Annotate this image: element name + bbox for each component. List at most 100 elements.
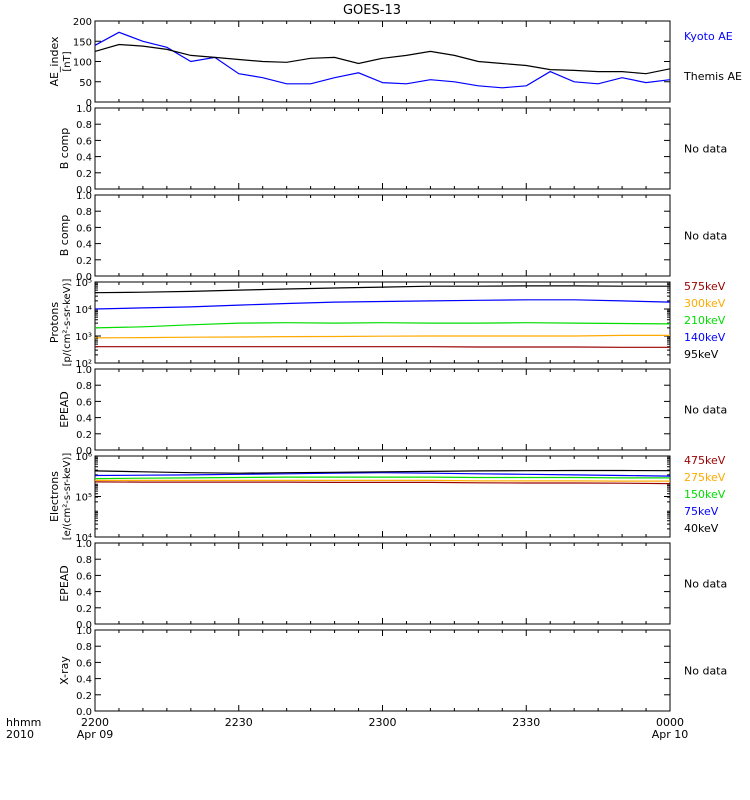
y-tick-label: 100 (73, 58, 92, 69)
y-axis-label: Electrons (48, 471, 61, 522)
y-axis-label: [p/(cm²-s-sr-keV)] (62, 279, 73, 367)
legend-label: 210keV (684, 314, 726, 327)
y-tick-label: 10⁴ (75, 533, 92, 544)
no-data-label: No data (684, 578, 727, 591)
y-tick-label: 0.2 (76, 169, 92, 180)
y-axis-label: [nT] (62, 51, 73, 71)
panels-group: 0 50 100 150 200 AE_index [nT] Kyoto AE Themis A… (48, 17, 742, 718)
series-line-kyoto-ae (94, 31, 671, 89)
panel-frame (94, 107, 671, 190)
panel-frame (94, 194, 671, 277)
y-axis-label: AE_index (48, 36, 61, 87)
series-line-75kev (94, 472, 671, 477)
y-tick-label: 0.2 (76, 430, 92, 441)
time-tick-label: 2200 (81, 716, 109, 729)
y-tick-label: 0.2 (76, 256, 92, 267)
panel-frame (94, 629, 671, 712)
legend-label: 75keV (684, 505, 719, 518)
y-tick-label: 0.8 (76, 207, 92, 218)
series-line-40kev (94, 469, 671, 474)
y-tick-label: 0.4 (76, 675, 92, 686)
y-tick-label: 0.4 (76, 588, 92, 599)
y-tick-label: 10² (75, 359, 92, 370)
y-tick-label: 0.0 (76, 185, 92, 196)
panel-frame (94, 542, 671, 625)
y-axis-label: Protons (48, 302, 61, 343)
series-line-300kev (94, 334, 670, 339)
panel-frame (94, 20, 671, 103)
series-line-95kev (94, 285, 670, 294)
legend-label: 150keV (684, 488, 726, 501)
y-tick-label: 0.6 (76, 571, 92, 582)
y-tick-label: 10⁴ (75, 305, 92, 316)
y-axis-label: X-ray (58, 656, 71, 685)
panel-electrons: 10⁴ 10⁵ 10⁶ Electrons [e/(cm²-s-sr-keV)] 475k… (48, 452, 726, 544)
y-tick-label: 0 (86, 98, 92, 109)
y-tick-label: 1.0 (76, 104, 92, 115)
legend-label: 575keV (684, 280, 726, 293)
time-tick-label: 0000 (656, 716, 684, 729)
y-tick-label: 10⁵ (75, 493, 92, 504)
y-tick-label: 0.8 (76, 642, 92, 653)
y-tick-label: 0.8 (76, 555, 92, 566)
y-tick-label: 0.0 (76, 620, 92, 631)
panel-frame (94, 455, 671, 538)
panel-xray: 0.0 0.2 0.4 0.6 0.8 1.0 X-ray No data (58, 626, 727, 718)
y-tick-label: 0.6 (76, 397, 92, 408)
y-tick-label: 0.0 (76, 446, 92, 457)
series-line-themis-ae (94, 43, 671, 75)
y-tick-label: 200 (73, 17, 92, 28)
panel-bcomp2: 0.0 0.2 0.4 0.6 0.8 1.0 B comp No data (58, 191, 727, 283)
panel-epead1: 0.0 0.2 0.4 0.6 0.8 1.0 EPEAD No data (58, 365, 727, 457)
series-line-140kev (94, 299, 671, 310)
series-line-575kev (95, 346, 670, 348)
legend-label: 275keV (684, 471, 726, 484)
time-axis: hhmm 2010 2200 2230 2300 2330 0000 Apr 09 Apr … (6, 716, 688, 741)
panel-protons: 10² 10³ 10⁴ 10⁵ Protons [p/(cm²-s-sr-keV)] 575… (48, 278, 726, 370)
y-tick-label: 0.0 (76, 707, 92, 718)
legend-label: 300keV (684, 297, 726, 310)
legend-label: Kyoto AE (684, 30, 733, 43)
no-data-label: No data (684, 143, 727, 156)
y-axis-label: B comp (58, 215, 71, 257)
legend-label: 140keV (684, 331, 726, 344)
y-tick-label: 0.6 (76, 136, 92, 147)
year-label: 2010 (6, 728, 34, 741)
date-label-right: Apr 10 (652, 728, 689, 741)
no-data-label: No data (684, 665, 727, 678)
no-data-label: No data (684, 230, 727, 243)
y-tick-label: 0.4 (76, 414, 92, 425)
y-tick-label: 0.2 (76, 604, 92, 615)
series-line-210kev (94, 322, 671, 329)
panel-bcomp1: 0.0 0.2 0.4 0.6 0.8 1.0 B comp No data (58, 104, 727, 196)
time-tick-label: 2300 (369, 716, 397, 729)
panel-frame (94, 368, 671, 451)
y-tick-label: 0.4 (76, 240, 92, 251)
date-label-left: Apr 09 (77, 728, 114, 741)
y-tick-label: 50 (79, 78, 92, 89)
legend-label: Themis AE (683, 70, 742, 83)
series-line-475kev (94, 481, 671, 485)
series-line-150kev (94, 476, 670, 480)
y-tick-label: 10³ (75, 332, 92, 343)
y-axis-label: [e/(cm²-s-sr-keV)] (62, 453, 73, 541)
y-tick-label: 0.8 (76, 120, 92, 131)
no-data-label: No data (684, 404, 727, 417)
y-axis-label: B comp (58, 128, 71, 170)
panel-epead2: 0.0 0.2 0.4 0.6 0.8 1.0 EPEAD No data (58, 539, 727, 631)
y-tick-label: 0.4 (76, 153, 92, 164)
time-tick-label: 2330 (512, 716, 540, 729)
time-tick-label: 2230 (225, 716, 253, 729)
y-tick-label: 10⁵ (75, 278, 92, 289)
y-tick-label: 0.2 (76, 691, 92, 702)
y-tick-label: 1.0 (76, 365, 92, 376)
y-tick-label: 10⁶ (75, 452, 92, 463)
legend-label: 475keV (684, 454, 726, 467)
y-tick-label: 1.0 (76, 191, 92, 202)
time-unit-label: hhmm (6, 716, 41, 729)
panel-ae: 0 50 100 150 200 AE_index [nT] Kyoto AE Themis A… (48, 17, 742, 109)
y-tick-label: 1.0 (76, 539, 92, 550)
y-axis-label: EPEAD (58, 565, 71, 602)
legend-label: 40keV (684, 522, 719, 535)
